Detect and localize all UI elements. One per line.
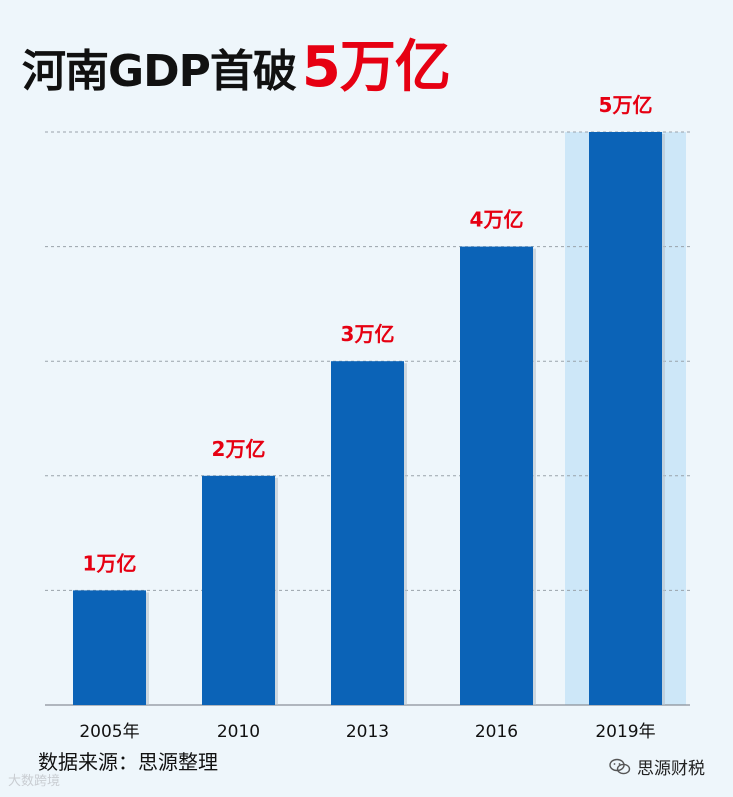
bar-value-label: 5万亿 bbox=[599, 93, 653, 117]
watermark-right: 思源财税 bbox=[609, 754, 705, 779]
data-source-note: 数据来源：思源整理 bbox=[38, 750, 218, 774]
title-main: 河南GDP首破 bbox=[22, 46, 297, 97]
watermark-right-label: 思源财税 bbox=[637, 759, 705, 779]
chart-title: 河南GDP首破 5万亿 bbox=[22, 22, 451, 103]
watermark-left: 大数跨境 bbox=[8, 774, 61, 789]
bar bbox=[460, 246, 533, 705]
x-tick-label: 2016 bbox=[475, 722, 518, 742]
wechat-icon bbox=[609, 758, 631, 774]
bar bbox=[589, 132, 662, 705]
bar bbox=[73, 590, 146, 705]
bar bbox=[202, 475, 275, 705]
x-tick-label: 2010 bbox=[217, 722, 260, 742]
bar-value-label: 4万亿 bbox=[470, 208, 524, 232]
bar-value-label: 3万亿 bbox=[341, 322, 395, 346]
bar-value-label: 1万亿 bbox=[83, 551, 137, 575]
x-tick-label: 2019年 bbox=[595, 722, 655, 742]
bar-value-label: 2万亿 bbox=[212, 437, 266, 461]
bar bbox=[331, 361, 404, 705]
x-tick-label: 2005年 bbox=[79, 722, 139, 742]
title-accent: 5万亿 bbox=[301, 35, 451, 100]
x-tick-label: 2013 bbox=[346, 722, 389, 742]
